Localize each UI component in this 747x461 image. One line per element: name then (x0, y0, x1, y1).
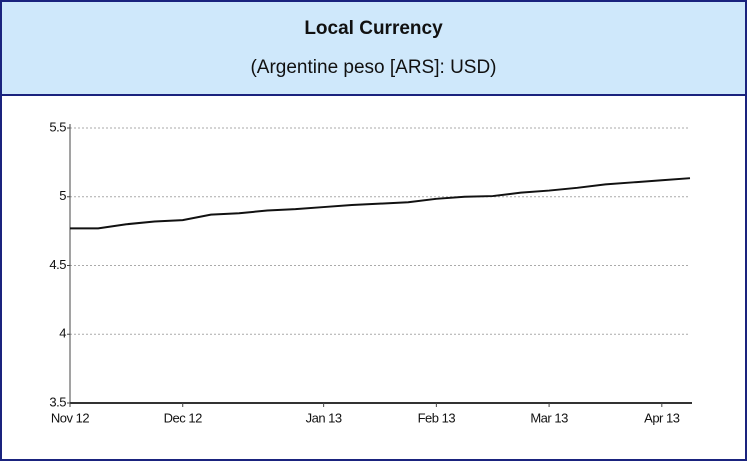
y-tick-label: 3.5 (49, 394, 66, 409)
line (70, 177, 691, 230)
y-tick-label: 5.5 (49, 119, 66, 134)
x-tick-label: Mar 13 (530, 410, 568, 425)
y-tick-label: 5 (59, 188, 66, 203)
x-tick-label: Jan 13 (306, 410, 342, 425)
x-tick-label: Nov 12 (51, 410, 89, 425)
chart-title: Local Currency (304, 18, 443, 39)
x-tick-label: Apr 13 (644, 410, 680, 425)
x-tick-label: Dec 12 (164, 410, 202, 425)
y-tick-label: 4.5 (49, 257, 66, 272)
header: Local Currency (Argentine peso [ARS]: US… (2, 2, 745, 96)
chart-subtitle: (Argentine peso [ARS]: USD) (250, 57, 497, 78)
chart: 3.5 4 4.5 5 5.5 Nov 12 Dec 12 Jan 13 Feb 13 Mar 1… (49, 119, 692, 425)
y-tick-label: 4 (59, 326, 66, 341)
x-tick-label: Feb 13 (418, 410, 456, 425)
